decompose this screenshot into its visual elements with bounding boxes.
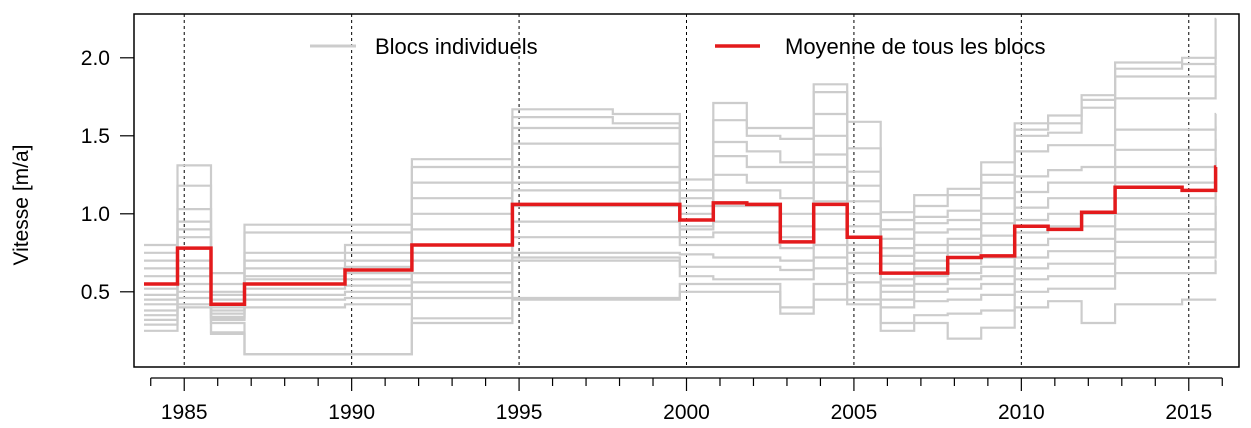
y-tick-label: 0.5 <box>81 281 110 304</box>
y-tick-label: 1.5 <box>81 125 110 148</box>
x-tick-label: 2015 <box>1165 401 1212 424</box>
x-tick-label: 1995 <box>496 401 543 424</box>
mean-line <box>144 165 1218 307</box>
y-tick-label: 1.0 <box>81 203 110 226</box>
legend-label-individual: Blocs individuels <box>375 34 538 59</box>
individual-block-line <box>144 75 1217 296</box>
plot-frame <box>133 13 1240 368</box>
y-tick-label: 2.0 <box>81 47 110 70</box>
x-tick-label: 2000 <box>663 401 710 424</box>
individual-block-line <box>144 220 1217 321</box>
mean-series <box>144 165 1218 307</box>
x-tick-label: 1990 <box>328 401 375 424</box>
legend: Blocs individuels Moyenne de tous les bl… <box>310 34 1046 59</box>
x-tick-label: 1985 <box>161 401 208 424</box>
x-axis: 1985 1990 1995 2000 2005 2010 2015 <box>150 377 1223 424</box>
x-tick-label: 2010 <box>998 401 1045 424</box>
legend-label-mean: Moyenne de tous les blocs <box>785 34 1046 59</box>
individual-block-line <box>144 204 1217 320</box>
y-axis-title: Vitesse [m/a] <box>10 145 33 266</box>
x-tick-label: 2005 <box>831 401 878 424</box>
y-axis: 0.5 1.0 1.5 2.0 <box>81 47 134 304</box>
individual-block-line <box>144 290 1217 356</box>
